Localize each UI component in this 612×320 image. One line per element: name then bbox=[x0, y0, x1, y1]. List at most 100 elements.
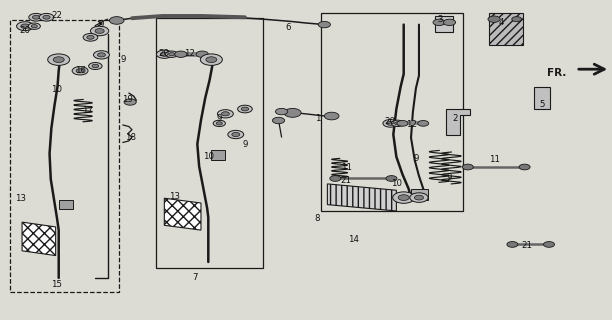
Text: 10: 10 bbox=[51, 85, 62, 94]
Polygon shape bbox=[327, 184, 397, 211]
Circle shape bbox=[216, 122, 222, 125]
Text: 10: 10 bbox=[203, 152, 214, 161]
Text: 18: 18 bbox=[125, 133, 136, 142]
Circle shape bbox=[232, 132, 240, 137]
Circle shape bbox=[410, 193, 428, 202]
Circle shape bbox=[418, 121, 429, 126]
Circle shape bbox=[512, 17, 521, 22]
Polygon shape bbox=[211, 150, 225, 160]
Circle shape bbox=[110, 17, 124, 24]
Text: 16: 16 bbox=[75, 66, 86, 75]
Text: 11: 11 bbox=[488, 155, 499, 164]
Text: 15: 15 bbox=[51, 280, 62, 289]
Text: 17: 17 bbox=[82, 106, 93, 115]
Circle shape bbox=[213, 120, 225, 126]
Circle shape bbox=[318, 21, 330, 28]
Text: 9: 9 bbox=[120, 55, 125, 64]
Text: 5: 5 bbox=[539, 100, 545, 109]
Circle shape bbox=[462, 164, 473, 170]
Circle shape bbox=[94, 51, 110, 59]
Text: 14: 14 bbox=[348, 235, 359, 244]
Text: 6: 6 bbox=[285, 23, 291, 32]
Polygon shape bbox=[411, 189, 428, 200]
Polygon shape bbox=[165, 198, 201, 230]
Text: 9: 9 bbox=[413, 154, 419, 163]
Text: 11: 11 bbox=[341, 164, 352, 172]
Circle shape bbox=[383, 120, 398, 127]
Circle shape bbox=[43, 15, 50, 19]
Circle shape bbox=[97, 53, 105, 57]
Polygon shape bbox=[436, 16, 452, 32]
Circle shape bbox=[200, 54, 222, 65]
Text: 10: 10 bbox=[391, 180, 402, 188]
Polygon shape bbox=[22, 222, 56, 256]
Circle shape bbox=[48, 54, 70, 65]
Text: 9: 9 bbox=[99, 20, 104, 29]
Circle shape bbox=[95, 28, 104, 33]
Circle shape bbox=[398, 195, 409, 200]
Text: 3: 3 bbox=[438, 15, 443, 24]
Circle shape bbox=[76, 69, 84, 73]
Text: 9: 9 bbox=[242, 140, 248, 148]
Circle shape bbox=[53, 57, 64, 62]
Text: 7: 7 bbox=[192, 273, 198, 282]
Text: 4: 4 bbox=[499, 18, 504, 27]
Circle shape bbox=[272, 117, 285, 124]
Circle shape bbox=[174, 51, 187, 57]
Circle shape bbox=[222, 112, 230, 116]
Text: 20: 20 bbox=[159, 49, 170, 58]
Text: 21: 21 bbox=[521, 241, 532, 250]
Bar bbox=[10, 20, 119, 292]
Circle shape bbox=[87, 36, 94, 39]
Text: 20: 20 bbox=[20, 27, 31, 36]
Circle shape bbox=[124, 99, 136, 105]
Circle shape bbox=[160, 52, 168, 56]
Circle shape bbox=[543, 242, 554, 247]
Polygon shape bbox=[59, 200, 73, 209]
Circle shape bbox=[89, 62, 102, 69]
Circle shape bbox=[275, 108, 288, 115]
Polygon shape bbox=[446, 109, 469, 134]
Text: 12: 12 bbox=[184, 49, 195, 58]
Circle shape bbox=[507, 242, 518, 247]
Circle shape bbox=[443, 19, 455, 26]
Text: 19: 19 bbox=[122, 95, 133, 104]
Circle shape bbox=[330, 176, 341, 181]
Circle shape bbox=[217, 110, 233, 118]
Circle shape bbox=[92, 64, 99, 68]
Circle shape bbox=[83, 34, 98, 41]
Circle shape bbox=[393, 192, 415, 203]
Text: 9: 9 bbox=[446, 173, 452, 182]
Circle shape bbox=[196, 51, 208, 57]
Circle shape bbox=[324, 112, 339, 120]
Text: 12: 12 bbox=[406, 120, 417, 130]
Text: 9: 9 bbox=[217, 114, 222, 123]
Circle shape bbox=[166, 51, 177, 57]
Text: 13: 13 bbox=[170, 192, 180, 201]
Circle shape bbox=[387, 122, 394, 125]
Circle shape bbox=[237, 105, 252, 113]
Circle shape bbox=[397, 121, 408, 126]
Circle shape bbox=[392, 120, 404, 126]
Circle shape bbox=[39, 13, 54, 21]
Polygon shape bbox=[534, 87, 550, 109]
Text: 13: 13 bbox=[15, 194, 26, 203]
Circle shape bbox=[433, 19, 445, 26]
Text: FR.: FR. bbox=[547, 68, 567, 78]
Circle shape bbox=[206, 57, 217, 62]
Circle shape bbox=[32, 15, 40, 19]
Circle shape bbox=[414, 195, 424, 200]
Circle shape bbox=[28, 23, 40, 29]
Circle shape bbox=[284, 108, 301, 117]
Text: 2: 2 bbox=[452, 114, 458, 123]
Circle shape bbox=[29, 13, 43, 21]
Circle shape bbox=[169, 52, 174, 56]
Circle shape bbox=[241, 107, 248, 111]
Text: 1: 1 bbox=[315, 114, 321, 123]
Circle shape bbox=[519, 164, 530, 170]
Polygon shape bbox=[489, 13, 523, 45]
Bar bbox=[157, 18, 263, 268]
Text: 8: 8 bbox=[314, 214, 319, 223]
Text: 21: 21 bbox=[340, 176, 351, 185]
Circle shape bbox=[72, 67, 88, 75]
